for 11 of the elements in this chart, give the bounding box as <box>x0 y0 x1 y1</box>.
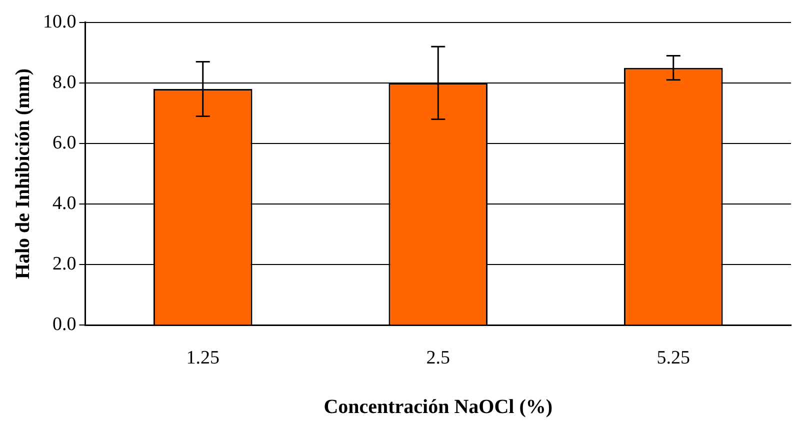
y-tick-label: 4.0 <box>52 193 76 214</box>
x-tick-label: 1.25 <box>186 348 220 369</box>
x-tick-label: 5.25 <box>656 348 690 369</box>
y-axis-title: Halo de Inhibición (mm) <box>12 68 34 280</box>
y-tick-label: 6.0 <box>52 132 76 154</box>
y-tick-label: 10.0 <box>43 11 76 32</box>
y-tick-label: 2.0 <box>52 254 76 275</box>
y-tick-label: 0.0 <box>52 314 76 336</box>
y-tick-label: 8.0 <box>52 72 76 93</box>
x-tick-label: 2.5 <box>426 348 450 369</box>
x-axis-title: Concentración NaOCl (%) <box>324 396 553 418</box>
